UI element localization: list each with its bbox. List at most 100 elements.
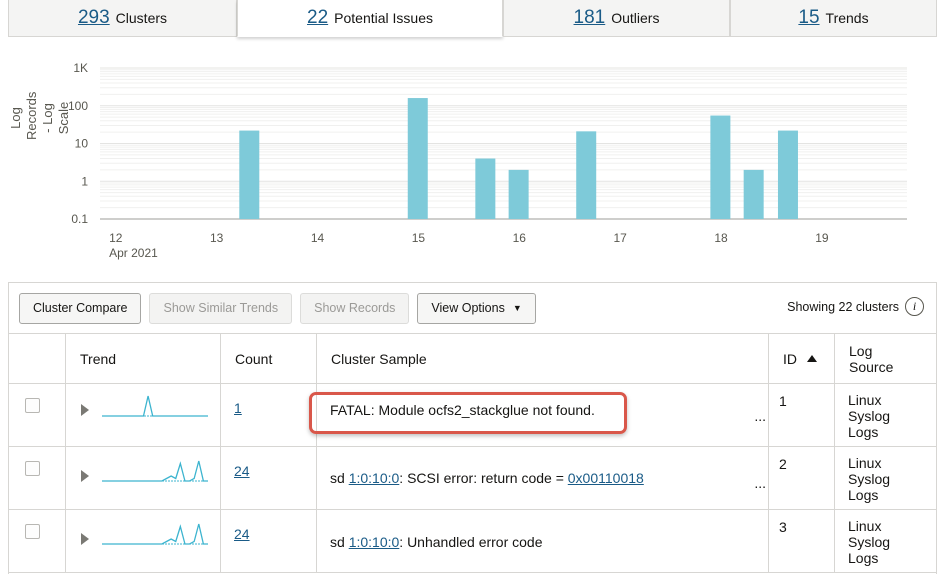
show-similar-trends-button[interactable]: Show Similar Trends [149, 292, 293, 324]
tab-count[interactable]: 293 [77, 7, 110, 28]
info-icon[interactable]: i [905, 297, 924, 316]
table-row[interactable]: 24 sd 1:0:10:0: SCSI error: return code … [8, 446, 937, 510]
summary-tabs: 293 Clusters 22 Potential Issues 181 Out… [8, 0, 937, 37]
expand-row-icon[interactable] [81, 404, 89, 416]
sample-text: : Unhandled error code [399, 534, 543, 550]
device-link[interactable]: 1:0:10:0 [348, 534, 400, 550]
id-header-label: ID [783, 350, 797, 367]
count-link[interactable]: 24 [234, 463, 250, 479]
chart-bar [576, 131, 597, 219]
chart-svg: 0.1 1 10 100 1K 12 13 14 15 16 17 18 19 Apr 2021 [68, 61, 907, 260]
id-cell: 3 [768, 509, 835, 573]
cluster-sample-cell: sd 1:0:10:0: Unhandled error code [316, 509, 769, 573]
clusters-panel: Cluster Compare Show Similar Trends Show… [8, 282, 937, 574]
chart-bar [475, 158, 496, 219]
view-options-label: View Options [431, 301, 505, 315]
cluster-sample-column-header[interactable]: Cluster Sample [316, 333, 769, 384]
count-link[interactable]: 24 [234, 526, 250, 542]
sparkline-path [102, 523, 208, 545]
chart-bar [777, 130, 798, 219]
row-checkbox[interactable] [25, 524, 40, 539]
x-tick-label: 12 [109, 231, 123, 245]
return-code-link[interactable]: 0x00110018 [567, 470, 644, 486]
tab-label: Potential Issues [334, 10, 433, 26]
tab-count[interactable]: 15 [798, 7, 820, 28]
show-records-button[interactable]: Show Records [300, 292, 410, 324]
cluster-sample-cell: FATAL: Module ocfs2_stackglue not found.… [309, 383, 769, 447]
count-column-header[interactable]: Count [220, 333, 317, 384]
chart-bar [239, 130, 260, 219]
id-column-header[interactable]: ID [768, 333, 835, 384]
table-row[interactable]: 1 FATAL: Module ocfs2_stackglue not foun… [8, 383, 937, 447]
sort-ascending-icon[interactable] [807, 354, 817, 362]
highlight-annotation [309, 392, 627, 434]
more-ellipsis[interactable]: ... [754, 475, 766, 491]
log-source-value: Linux Syslog Logs [848, 392, 891, 440]
expand-row-icon[interactable] [81, 470, 89, 482]
row-select-cell [8, 509, 66, 573]
chart-bar [710, 115, 731, 219]
count-cell: 1 [220, 383, 317, 447]
tab-outliers[interactable]: 181 Outliers [503, 0, 730, 37]
y-tick-label: 0.1 [71, 212, 88, 226]
y-tick-label: 100 [68, 99, 88, 113]
sparkline-path [102, 460, 208, 482]
x-tick-sublabel: Apr 2021 [109, 246, 158, 260]
count-cell: 24 [220, 509, 317, 573]
trend-sparkline [102, 460, 208, 482]
row-select-cell [8, 446, 66, 510]
tab-label: Outliers [611, 10, 660, 26]
x-tick-label: 17 [614, 231, 628, 245]
chart-bar [407, 98, 428, 219]
device-link[interactable]: 1:0:10:0 [348, 470, 400, 486]
tab-potential-issues[interactable]: 22 Potential Issues [237, 0, 503, 37]
x-tick-label: 15 [412, 231, 426, 245]
view-options-button[interactable]: View Options ▼ [417, 292, 536, 324]
sample-text: sd [330, 470, 349, 486]
chart-bar [743, 169, 764, 219]
log-source-value: Linux Syslog Logs [848, 518, 891, 566]
table-row[interactable]: 24 sd 1:0:10:0: Unhandled error code 3 L… [8, 509, 937, 573]
log-source-header-label: Log Source [849, 342, 894, 375]
x-tick-label: 18 [714, 231, 728, 245]
log-source-cell: Linux Syslog Logs [834, 446, 937, 510]
cluster-compare-button[interactable]: Cluster Compare [19, 292, 142, 324]
x-tick-label: 16 [513, 231, 527, 245]
tab-trends[interactable]: 15 Trends [730, 0, 937, 37]
id-cell: 2 [768, 446, 835, 510]
row-checkbox[interactable] [25, 398, 40, 413]
showing-text: Showing 22 clusters [787, 299, 899, 314]
select-column-header [8, 333, 66, 384]
tab-label: Trends [825, 10, 869, 26]
table-toolbar: Cluster Compare Show Similar Trends Show… [9, 283, 936, 333]
cluster-sample-cell: sd 1:0:10:0: SCSI error: return code = 0… [316, 446, 769, 510]
id-value: 1 [779, 393, 787, 409]
count-cell: 24 [220, 446, 317, 510]
row-checkbox[interactable] [25, 461, 40, 476]
tab-count[interactable]: 22 [307, 7, 329, 28]
cluster-count-status: Showing 22 clusters i [787, 297, 924, 316]
tab-clusters[interactable]: 293 Clusters [8, 0, 237, 37]
log-records-chart: Log Records - Log Scale 0.1 1 10 100 1K 12 13 1… [0, 40, 937, 272]
sample-text: sd [330, 534, 349, 550]
sparkline-path [102, 395, 208, 417]
y-tick-label: 10 [75, 137, 89, 151]
log-source-column-header[interactable]: Log Source [834, 333, 937, 384]
log-source-cell: Linux Syslog Logs [834, 383, 937, 447]
trend-cell [65, 509, 221, 573]
log-source-value: Linux Syslog Logs [848, 455, 891, 503]
id-value: 2 [779, 456, 787, 472]
id-value: 3 [779, 519, 787, 535]
sample-text: : SCSI error: return code = [399, 470, 568, 486]
y-tick-label: 1 [81, 174, 88, 188]
trend-sparkline [102, 395, 208, 417]
trend-column-header[interactable]: Trend [65, 333, 221, 384]
tab-count[interactable]: 181 [573, 7, 606, 28]
expand-row-icon[interactable] [81, 533, 89, 545]
trend-cell [65, 383, 221, 447]
more-ellipsis[interactable]: ... [754, 408, 766, 424]
chart-bar [508, 169, 529, 219]
id-cell: 1 [768, 383, 835, 447]
count-link[interactable]: 1 [234, 400, 242, 416]
tab-label: Clusters [115, 10, 168, 26]
